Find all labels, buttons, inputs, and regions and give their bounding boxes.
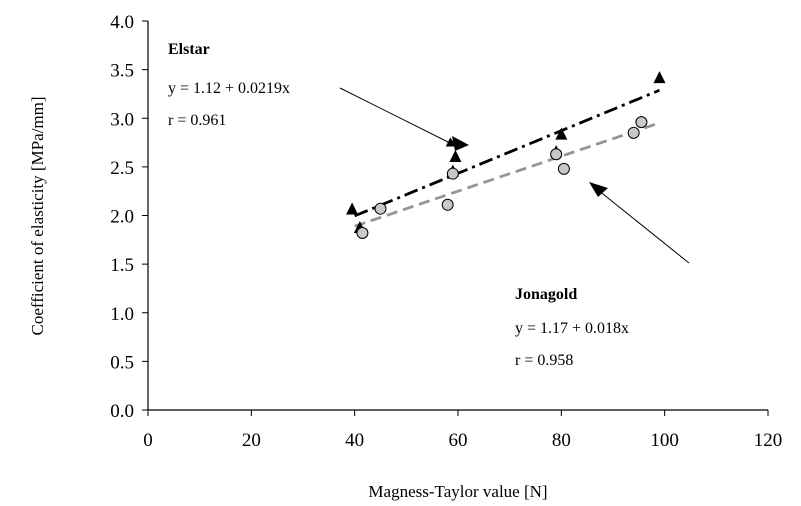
x-tick-label: 40 [345,430,364,451]
x-tick-label: 0 [143,430,153,451]
jonagold-point [374,202,387,215]
y-tick-label: 2.5 [110,158,134,179]
x-tick-label: 120 [754,430,783,451]
x-ticks: 0 20 40 60 80 100 120 [143,410,782,451]
x-axis-title: Magness-Taylor value [N] [368,482,547,501]
elstar-label: Elstar [168,41,210,58]
y-tick-label: 1.5 [110,255,134,276]
jonagold-equation: y = 1.17 + 0.018x [515,320,629,337]
y-tick-label: 2.0 [110,207,134,228]
x-tick-label: 60 [449,430,468,451]
fit-lines [354,88,661,228]
elstar-r: r = 0.961 [168,112,226,129]
x-tick-label: 20 [242,430,261,451]
y-ticks: 0.0 0.5 1.0 1.5 2.0 2.5 3.0 3.5 4.0 [110,12,148,422]
jonagold-point [550,148,563,161]
jonagold-fit-line [354,121,660,228]
jonagold-r: r = 0.958 [515,352,573,369]
elstar-arrow [339,87,457,147]
x-tick-label: 80 [552,430,571,451]
y-tick-label: 0.5 [110,352,134,373]
y-tick-label: 0.0 [110,401,134,422]
jonagold-point [441,198,454,211]
jonagold-point [635,116,648,129]
jonagold-point [627,126,640,139]
jonagold-annotation: Jonagold y = 1.17 + 0.018x r = 0.958 [515,182,690,369]
elstar-point [346,202,359,215]
y-axis-title: Coefficient of elasticity [MPa/mm] [28,96,47,335]
y-tick-label: 4.0 [110,12,134,33]
y-tick-label: 1.0 [110,304,134,325]
elstar-annotation: Elstar y = 1.12 + 0.0219x r = 0.961 [168,41,469,151]
elstar-point [555,127,568,140]
jonagold-point [446,167,459,180]
jonagold-arrow [597,189,690,264]
y-tick-label: 3.5 [110,61,134,82]
jonagold-point [557,162,570,175]
jonagold-label: Jonagold [515,286,577,303]
y-tick-label: 3.0 [110,109,134,130]
elstar-arrowhead-marker [452,136,469,151]
elstar-fit-line [354,88,661,218]
elstar-equation: y = 1.12 + 0.0219x [168,80,290,97]
data-points [346,71,666,240]
jonagold-point [356,227,369,240]
x-tick-label: 100 [650,430,679,451]
jonagold-arrowhead-marker [589,182,608,197]
elstar-point [653,71,666,84]
elstar-point [449,149,462,162]
